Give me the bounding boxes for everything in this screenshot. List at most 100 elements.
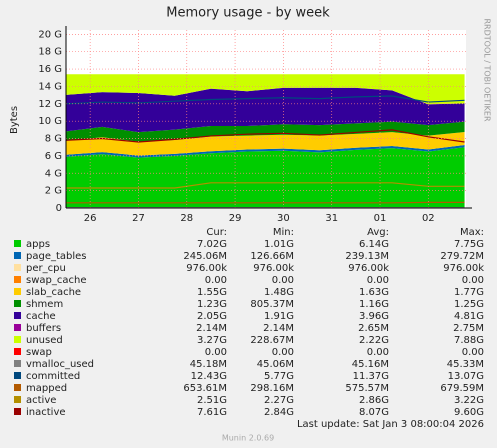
legend-value: 3.96G <box>359 311 389 322</box>
legend-value: 2.65M <box>358 323 389 334</box>
legend-value: 279.72M <box>440 251 484 262</box>
legend-value: 2.84G <box>264 407 294 418</box>
legend-value: 228.67M <box>250 335 294 346</box>
legend-value: 1.48G <box>264 287 294 298</box>
legend-label: unused <box>26 335 63 346</box>
line <box>65 129 465 143</box>
x-tick-label: 29 <box>229 213 242 224</box>
legend-value: 239.13M <box>345 251 389 262</box>
legend-value: 11.37G <box>353 371 389 382</box>
chart-title: Memory usage - by week <box>166 6 330 21</box>
area <box>66 74 465 105</box>
legend-value: 805.37M <box>250 299 294 310</box>
legend-swatch <box>14 264 21 271</box>
x-tick-label: 02 <box>422 213 435 224</box>
legend-label: apps <box>26 239 50 250</box>
legend-value: 0.00 <box>462 275 484 286</box>
area <box>66 145 465 158</box>
legend-value: 12.43G <box>191 371 227 382</box>
legend-label: cache <box>26 311 56 322</box>
legend-value: 45.16M <box>352 359 389 370</box>
legend-value: 8.07G <box>359 407 389 418</box>
legend-value: 2.86G <box>359 395 389 406</box>
legend-value: 976.00k <box>253 263 294 274</box>
legend-header: Cur: <box>206 227 227 238</box>
y-tick-label: 12 G <box>38 99 62 110</box>
legend-label: per_cpu <box>26 263 66 274</box>
legend-value: 1.77G <box>454 287 484 298</box>
legend-value: 976.00k <box>348 263 389 274</box>
legend-value: 13.07G <box>448 371 484 382</box>
legend-value: 976.00k <box>186 263 227 274</box>
x-tick-label: 31 <box>325 213 338 224</box>
legend-value: 0.00 <box>462 347 484 358</box>
legend-label: shmem <box>26 299 63 310</box>
area <box>66 132 465 156</box>
legend-value: 245.06M <box>183 251 227 262</box>
y-tick-label: 10 G <box>38 116 62 127</box>
legend-label: page_tables <box>26 251 87 262</box>
legend-swatch <box>14 408 21 415</box>
legend-value: 679.59M <box>440 383 484 394</box>
legend-label: committed <box>26 371 80 382</box>
legend-value: 0.00 <box>272 347 294 358</box>
legend-swatch <box>14 372 21 379</box>
legend-label: swap <box>26 347 52 358</box>
version: Munin 2.0.69 <box>222 434 274 443</box>
y-tick-label: 8 G <box>45 134 62 145</box>
area <box>66 147 465 208</box>
legend-header: Avg: <box>367 227 389 238</box>
legend-value: 2.51G <box>197 395 227 406</box>
legend-swatch <box>14 300 21 307</box>
legend-value: 1.55G <box>197 287 227 298</box>
y-tick-label: 0 <box>56 203 62 214</box>
legend-swatch <box>14 312 21 319</box>
legend-label: buffers <box>26 323 61 334</box>
legend-value: 2.14M <box>263 323 294 334</box>
area <box>66 121 465 142</box>
legend-value: 0.00 <box>205 275 227 286</box>
legend-label: mapped <box>26 383 67 394</box>
legend-value: 1.01G <box>264 239 294 250</box>
legend-value: 2.14M <box>196 323 227 334</box>
legend-value: 45.18M <box>190 359 227 370</box>
side-label: RRDTOOL / TOBI OETIKER <box>483 18 492 121</box>
legend-swatch <box>14 324 21 331</box>
legend-value: 5.77G <box>264 371 294 382</box>
legend-label: vmalloc_used <box>26 359 94 370</box>
legend-value: 976.00k <box>443 263 484 274</box>
legend-swatch <box>14 360 21 367</box>
legend-value: 1.25G <box>454 299 484 310</box>
legend-header: Max: <box>460 227 484 238</box>
legend-value: 2.75M <box>453 323 484 334</box>
legend-value: 1.63G <box>359 287 389 298</box>
legend-value: 653.61M <box>183 383 227 394</box>
legend-value: 0.00 <box>367 275 389 286</box>
legend-value: 3.22G <box>454 395 484 406</box>
legend-value: 0.00 <box>367 347 389 358</box>
y-tick-label: 20 G <box>38 29 62 40</box>
legend-label: inactive <box>26 407 66 418</box>
y-axis-label: Bytes <box>9 106 20 134</box>
legend-label: swap_cache <box>26 275 86 286</box>
legend-swatch <box>14 336 21 343</box>
legend-value: 298.16M <box>250 383 294 394</box>
legend-value: 6.14G <box>359 239 389 250</box>
y-tick-label: 18 G <box>38 47 62 58</box>
legend-swatch <box>14 288 21 295</box>
x-tick-label: 30 <box>277 213 290 224</box>
y-tick-label: 6 G <box>45 151 62 162</box>
x-tick-label: 26 <box>84 213 97 224</box>
y-tick-label: 14 G <box>38 81 62 92</box>
legend-swatch <box>14 384 21 391</box>
y-tick-label: 2 G <box>45 186 62 197</box>
line <box>65 95 465 105</box>
legend-swatch <box>14 396 21 403</box>
legend-swatch <box>14 252 21 259</box>
legend-swatch <box>14 276 21 283</box>
legend-swatch <box>14 240 21 247</box>
legend-value: 575.57M <box>345 383 389 394</box>
legend-label: active <box>26 395 56 406</box>
legend-value: 1.23G <box>197 299 227 310</box>
